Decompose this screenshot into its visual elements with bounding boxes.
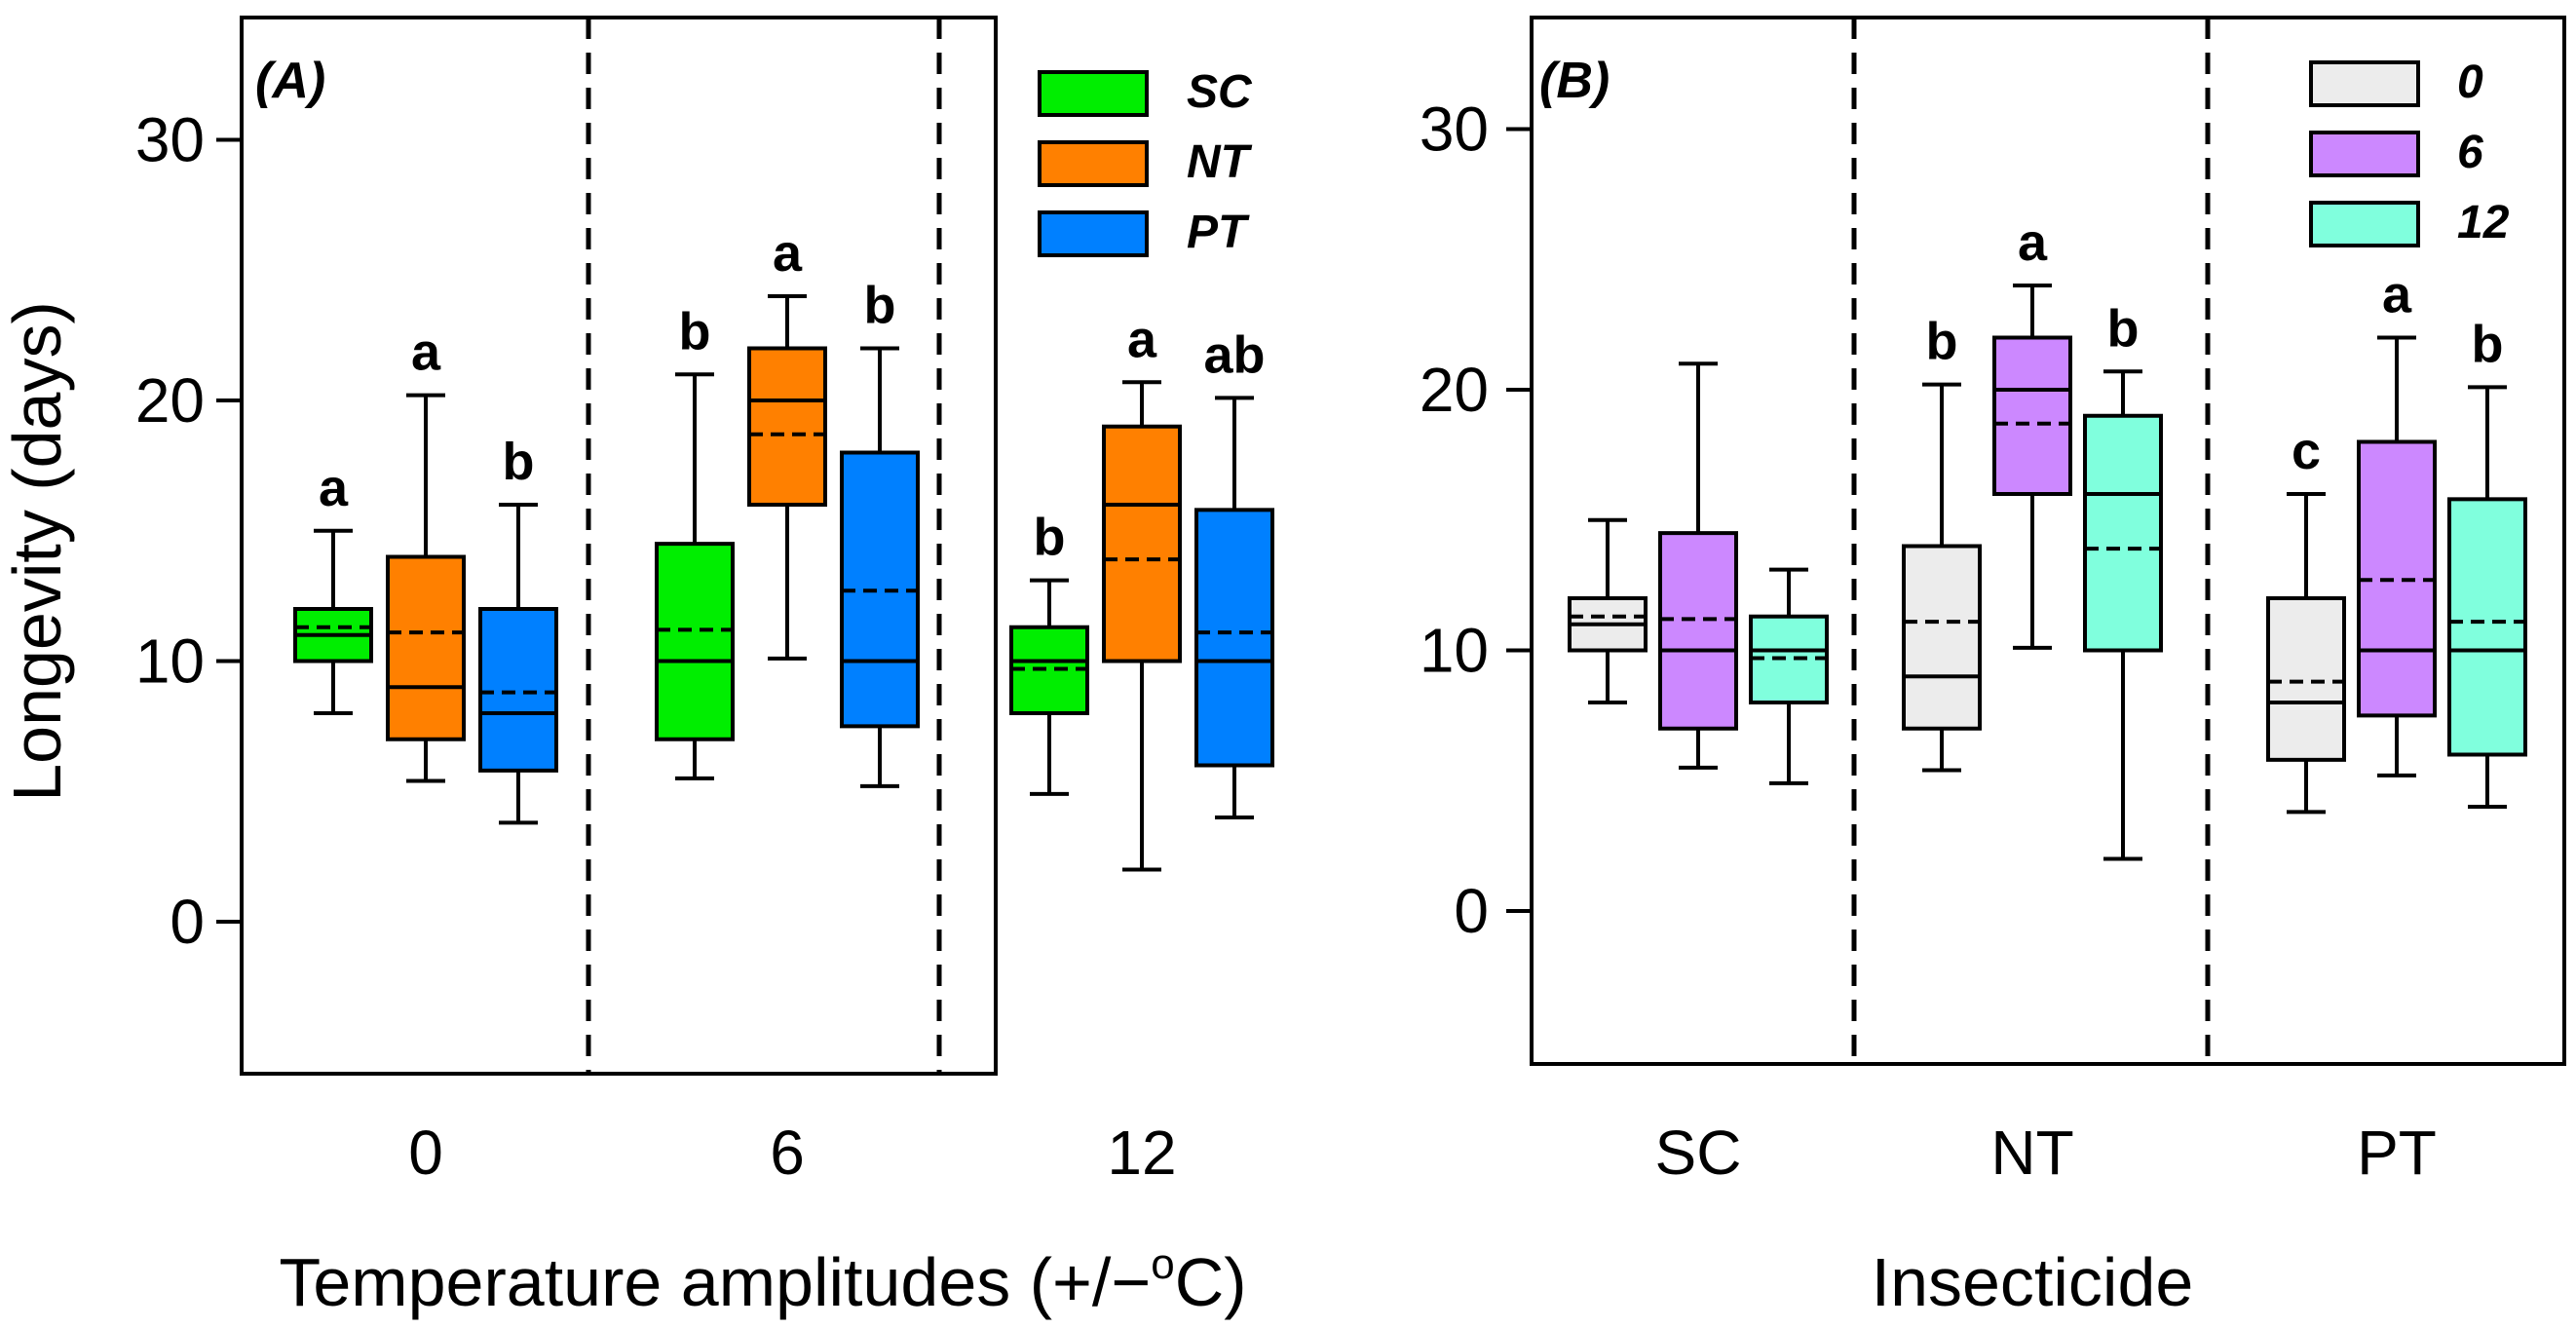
legend-swatch	[1038, 70, 1149, 117]
x-axis-title-panel-a: Temperature amplitudes (+/−oC)	[279, 1240, 1246, 1320]
box-PT	[1194, 508, 1274, 768]
y-tick-label: 30	[135, 105, 205, 175]
significance-letter: b	[864, 277, 896, 335]
significance-letter: b	[1926, 313, 1958, 371]
box-0	[1902, 544, 1982, 731]
significance-letter: b	[503, 433, 535, 491]
x-tick-label: NT	[1990, 1118, 2073, 1188]
panel-label: (B)	[1539, 53, 1610, 109]
significance-letter: b	[2472, 315, 2504, 373]
significance-letter: b	[679, 302, 711, 360]
x-axis-title-panel-b: Insecticide	[1872, 1244, 2194, 1320]
significance-letter: a	[2018, 213, 2048, 272]
legend-label: SC	[1187, 66, 1253, 118]
legend-swatch	[1038, 140, 1149, 187]
y-tick-label: 10	[1420, 616, 1489, 686]
significance-letter: b	[1034, 509, 1066, 567]
y-tick-label: 0	[170, 887, 205, 957]
legend-swatch	[2309, 60, 2420, 107]
y-tick-label: 20	[135, 365, 205, 436]
legend-label: NT	[1187, 136, 1253, 188]
panel-label: (A)	[255, 53, 325, 109]
plot-frame	[1530, 16, 2566, 1066]
significance-letter: b	[2107, 299, 2140, 358]
significance-letter: a	[2382, 266, 2412, 324]
legend-swatch	[2309, 201, 2420, 247]
box-6	[1658, 531, 1738, 731]
legend-label: 0	[2457, 57, 2483, 108]
legend-label: PT	[1187, 207, 1250, 258]
x-tick-label: SC	[1655, 1118, 1742, 1188]
y-tick-label: 0	[1454, 876, 1489, 946]
box-SC	[655, 542, 735, 741]
x-tick-label: PT	[2357, 1118, 2437, 1188]
y-axis-title: Longevity (days)	[0, 301, 75, 802]
box-NT	[1102, 424, 1182, 664]
box-12	[2447, 497, 2527, 757]
legend-swatch	[2309, 131, 2420, 177]
box-12	[2083, 413, 2163, 653]
significance-letter: a	[411, 323, 441, 382]
box-NT	[386, 554, 466, 741]
y-tick-label: 30	[1420, 95, 1489, 165]
significance-letter: c	[2292, 422, 2321, 480]
y-tick-label: 20	[1420, 355, 1489, 425]
x-tick-label: 12	[1107, 1118, 1176, 1188]
box-PT	[478, 607, 558, 773]
box-0	[2266, 596, 2346, 762]
significance-letter: ab	[1203, 325, 1265, 384]
legend-label: 6	[2457, 127, 2483, 178]
legend-label: 12	[2457, 197, 2510, 248]
x-tick-label: 6	[770, 1118, 805, 1188]
significance-letter: a	[1127, 310, 1157, 368]
legend-swatch	[1038, 210, 1149, 257]
box-6	[1992, 335, 2072, 496]
significance-letter: a	[773, 224, 803, 283]
y-tick-label: 10	[135, 626, 205, 697]
plot-frame	[240, 16, 998, 1076]
box-NT	[747, 346, 827, 507]
significance-letter: a	[319, 459, 349, 517]
x-tick-label: 0	[408, 1118, 443, 1188]
